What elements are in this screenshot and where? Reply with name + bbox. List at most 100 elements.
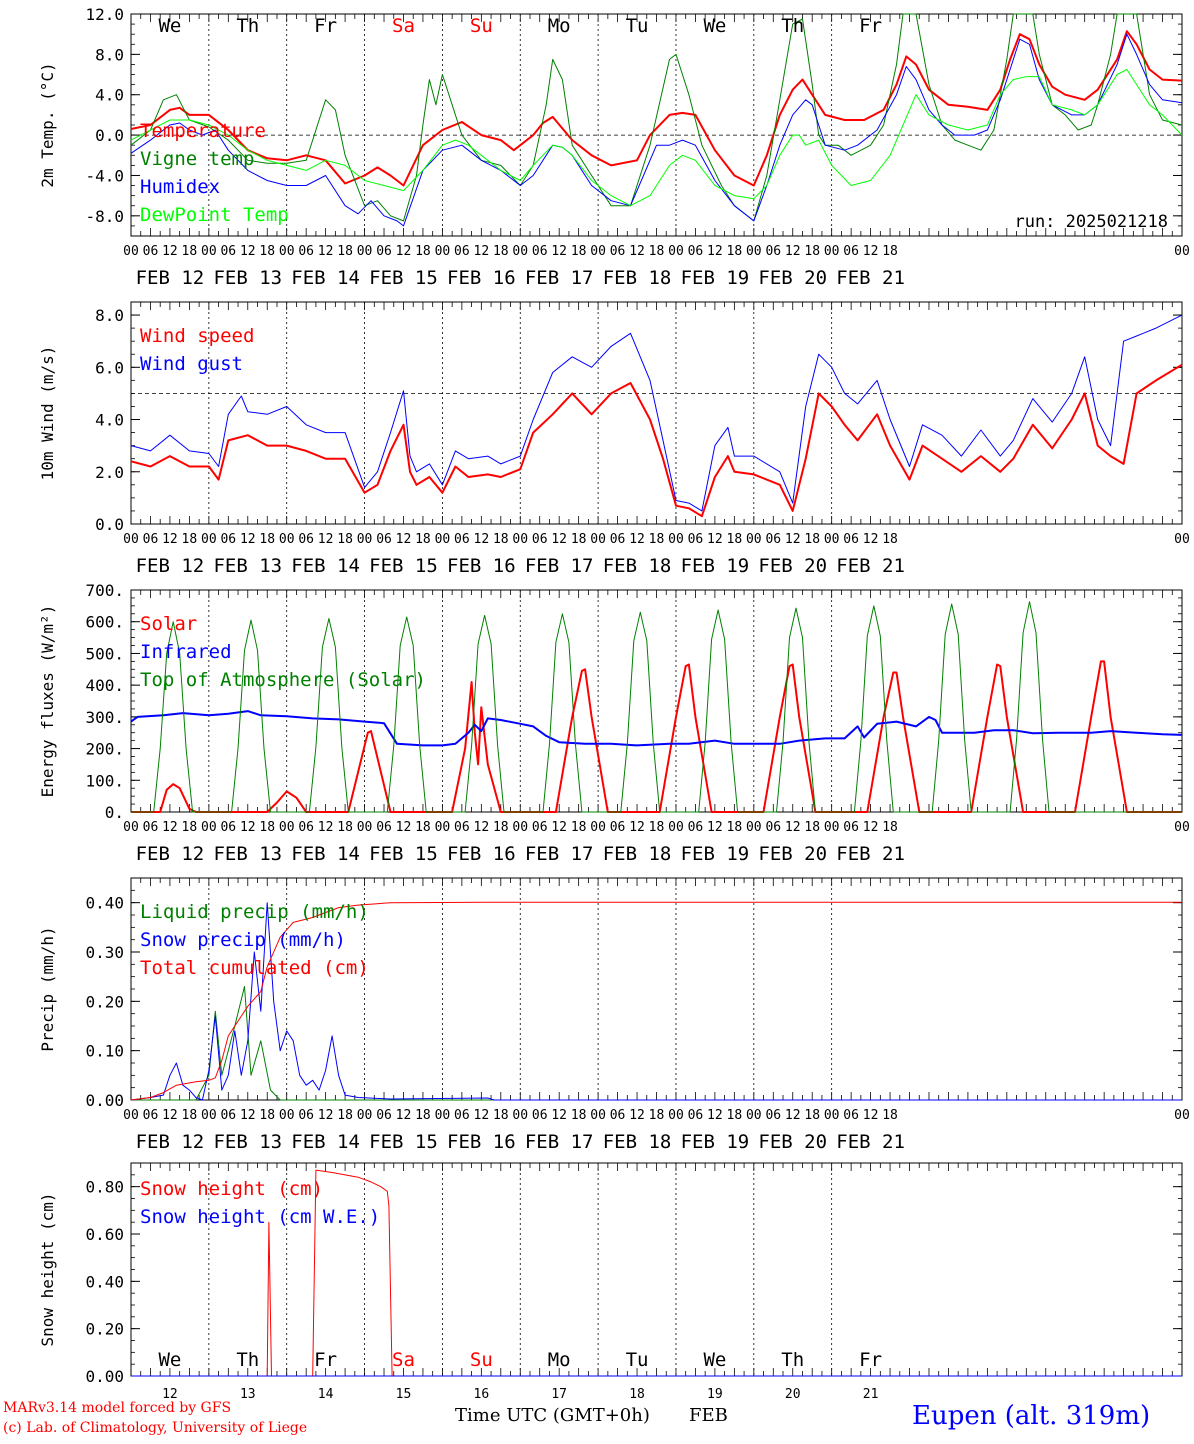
y-axis-label: 10m Wind (m/s) bbox=[38, 346, 57, 481]
weekday-label: Mo bbox=[548, 15, 571, 37]
y-tick-label: 0.00 bbox=[85, 1091, 124, 1110]
legend-entry: Infrared bbox=[140, 641, 232, 663]
hour-label: 00 bbox=[123, 244, 139, 259]
hour-label: 12 bbox=[785, 1108, 801, 1123]
hour-label: 18 bbox=[649, 532, 665, 547]
hour-label: 06 bbox=[298, 1108, 314, 1123]
date-label: FEB 12 bbox=[136, 555, 205, 577]
hour-label: 00 bbox=[201, 820, 217, 835]
hour-label: 18 bbox=[259, 820, 275, 835]
weekday-label: Sa bbox=[392, 1349, 415, 1371]
date-label: FEB 19 bbox=[681, 1131, 750, 1153]
day-number-label: 21 bbox=[863, 1387, 879, 1402]
weekday-label: Fr bbox=[859, 15, 882, 37]
hour-label: 06 bbox=[843, 1108, 859, 1123]
y-tick-label: 0.10 bbox=[85, 1042, 124, 1061]
series-line-wind-gust bbox=[130, 314, 1183, 512]
y-tick-label: 2.0 bbox=[95, 463, 124, 482]
date-label: FEB 17 bbox=[525, 1131, 594, 1153]
hour-label: 00 bbox=[512, 244, 528, 259]
date-label: FEB 16 bbox=[447, 1131, 516, 1153]
hour-label: 00 bbox=[512, 532, 528, 547]
hour-label: 06 bbox=[376, 532, 392, 547]
y-tick-label: -8.0 bbox=[85, 207, 124, 226]
series-line-top-of-atmosphere-solar- bbox=[131, 601, 1182, 813]
hour-label: 18 bbox=[882, 820, 898, 835]
hour-label: 06 bbox=[532, 244, 548, 259]
date-label: FEB 21 bbox=[836, 267, 905, 289]
hour-label: 00 bbox=[279, 244, 295, 259]
weekday-label: Fr bbox=[859, 1349, 882, 1371]
hour-label: 00 bbox=[201, 244, 217, 259]
hour-label: 18 bbox=[882, 1108, 898, 1123]
hour-label: 00 bbox=[357, 1108, 373, 1123]
date-label: FEB 19 bbox=[681, 843, 750, 865]
y-tick-label: -4.0 bbox=[85, 166, 124, 185]
hour-label: 12 bbox=[785, 532, 801, 547]
hour-label: 00 bbox=[512, 820, 528, 835]
hour-label: 18 bbox=[649, 1108, 665, 1123]
hour-label: 00 bbox=[824, 532, 840, 547]
y-tick-label: 0.20 bbox=[85, 992, 124, 1011]
date-label: FEB 12 bbox=[136, 843, 205, 865]
hour-label: 18 bbox=[182, 244, 198, 259]
hour-label: 18 bbox=[727, 532, 743, 547]
hour-label: 18 bbox=[727, 244, 743, 259]
y-axis-label: 2m Temp. (°C) bbox=[38, 62, 57, 187]
series-line-vigne-temp bbox=[130, 13, 1183, 222]
date-label: FEB 17 bbox=[525, 843, 594, 865]
hour-label: 18 bbox=[259, 532, 275, 547]
date-label: FEB 14 bbox=[291, 555, 360, 577]
weekday-label: Sa bbox=[392, 15, 415, 37]
hour-label: 18 bbox=[337, 1108, 353, 1123]
day-number-label: 17 bbox=[551, 1387, 567, 1402]
hour-label: 06 bbox=[532, 532, 548, 547]
weekday-label: Tu bbox=[626, 15, 649, 37]
hour-label: 00 bbox=[590, 820, 606, 835]
date-label: FEB 12 bbox=[136, 1131, 205, 1153]
series-line-liquid-precip-mm-h- bbox=[131, 986, 1182, 1101]
series-line-snow-precip-mm-h- bbox=[130, 902, 1182, 1101]
hour-label: 06 bbox=[454, 244, 470, 259]
hour-label: 12 bbox=[629, 244, 645, 259]
hour-label: 12 bbox=[629, 820, 645, 835]
hour-label: 18 bbox=[182, 820, 198, 835]
hour-label: 18 bbox=[337, 820, 353, 835]
hour-label: 12 bbox=[863, 820, 879, 835]
hour-label: 06 bbox=[376, 1108, 392, 1123]
date-label: FEB 17 bbox=[525, 555, 594, 577]
legend-entry: DewPoint Temp bbox=[140, 204, 289, 226]
hour-label: 12 bbox=[240, 820, 256, 835]
hour-label: 18 bbox=[182, 532, 198, 547]
panel-energy: 700. 600. 500. 400. 300. 200. 100. 0. Energy flu… bbox=[38, 581, 1190, 865]
hour-label: 06 bbox=[765, 820, 781, 835]
hour-label: 12 bbox=[240, 244, 256, 259]
date-label: FEB 15 bbox=[369, 267, 438, 289]
weekday-label: Tu bbox=[626, 1349, 649, 1371]
weekday-label: Th bbox=[236, 1349, 259, 1371]
date-label: FEB 21 bbox=[836, 555, 905, 577]
panel-wind: 8.0 6.0 4.0 2.0 0.0 10m Wind (m/s) Wind speed W… bbox=[38, 301, 1190, 577]
legend-entry: Snow height (cm W.E.) bbox=[140, 1206, 380, 1228]
hour-label: 18 bbox=[649, 820, 665, 835]
date-label: FEB 14 bbox=[291, 267, 360, 289]
day-number-label: 16 bbox=[474, 1387, 490, 1402]
hour-label: 12 bbox=[318, 244, 334, 259]
weekday-label: Th bbox=[781, 1349, 804, 1371]
hour-label: 12 bbox=[863, 1108, 879, 1123]
hour-label: 06 bbox=[532, 820, 548, 835]
panel-temp: 12.0 8.0 4.0 0.0 -4.0 -8.0 2m Temp. (°C) Temper… bbox=[38, 5, 1190, 289]
date-label: FEB 12 bbox=[136, 267, 205, 289]
hour-label: 12 bbox=[863, 532, 879, 547]
hour-label: 06 bbox=[532, 1108, 548, 1123]
hour-label: 18 bbox=[727, 820, 743, 835]
weekday-label: Th bbox=[236, 15, 259, 37]
hour-label: 00 bbox=[746, 820, 762, 835]
y-tick-label: 0.60 bbox=[85, 1225, 124, 1244]
hour-label: 18 bbox=[493, 532, 509, 547]
date-label: FEB 13 bbox=[213, 555, 282, 577]
hour-label: 12 bbox=[707, 820, 723, 835]
hour-label: 06 bbox=[376, 820, 392, 835]
date-label: FEB 16 bbox=[447, 843, 516, 865]
hour-label: 12 bbox=[629, 1108, 645, 1123]
